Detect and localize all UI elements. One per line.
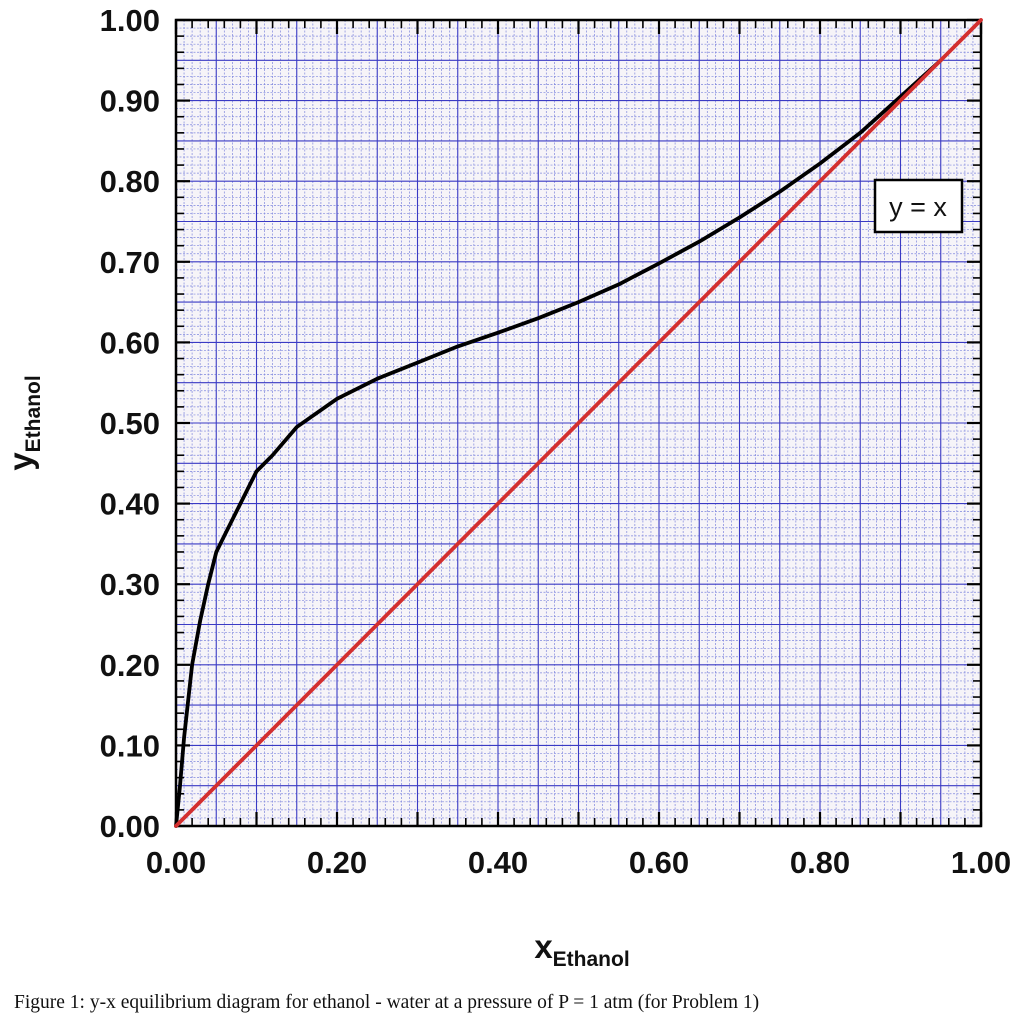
figure-caption: Figure 1: y-x equilibrium diagram for et… <box>14 992 760 1013</box>
y-axis-label-sub: Ethanol <box>22 375 45 452</box>
plot-frame <box>174 18 983 828</box>
y-tick-label: 0.70 <box>100 245 160 280</box>
y-tick-label: 0.40 <box>100 487 160 522</box>
x-axis-label-main: x <box>534 928 553 965</box>
series-line-y-equals-x <box>174 18 983 828</box>
series-layer <box>174 18 983 828</box>
series-line-equilibrium-curve <box>174 58 943 828</box>
x-tick-label: 0.00 <box>146 845 206 880</box>
y-axis-label: yEthanol <box>2 375 45 470</box>
x-tick-labels: 0.00 0.20 0.40 0.60 0.80 1.00 <box>146 845 1011 880</box>
y-tick-label: 0.60 <box>100 325 160 360</box>
y-tick-label: 0.80 <box>100 164 160 199</box>
y-tick-label: 1.00 <box>100 3 160 38</box>
x-tick-label: 0.20 <box>307 845 367 880</box>
y-tick-labels: 0.00 0.10 0.20 0.30 0.40 0.50 0.60 0.70 0.80 0.90… <box>100 3 160 844</box>
y-tick-label: 0.30 <box>100 567 160 602</box>
y-tick-label: 0.10 <box>100 728 160 763</box>
x-tick-label: 0.60 <box>629 845 689 880</box>
x-tick-label: 0.80 <box>790 845 850 880</box>
x-axis-label: xEthanol <box>534 928 629 971</box>
y-tick-label: 0.20 <box>100 648 160 683</box>
y-tick-label: 0.90 <box>100 84 160 119</box>
x-tick-label: 0.40 <box>468 845 528 880</box>
x-tick-label: 1.00 <box>951 845 1011 880</box>
legend-box: y = x <box>873 178 964 234</box>
y-tick-label: 0.00 <box>100 809 160 844</box>
legend-label: y = x <box>889 192 947 222</box>
y-axis-label-main: y <box>2 452 39 471</box>
x-axis-label-sub: Ethanol <box>553 948 630 971</box>
legend-frame <box>873 178 964 234</box>
y-tick-label: 0.50 <box>100 406 160 441</box>
